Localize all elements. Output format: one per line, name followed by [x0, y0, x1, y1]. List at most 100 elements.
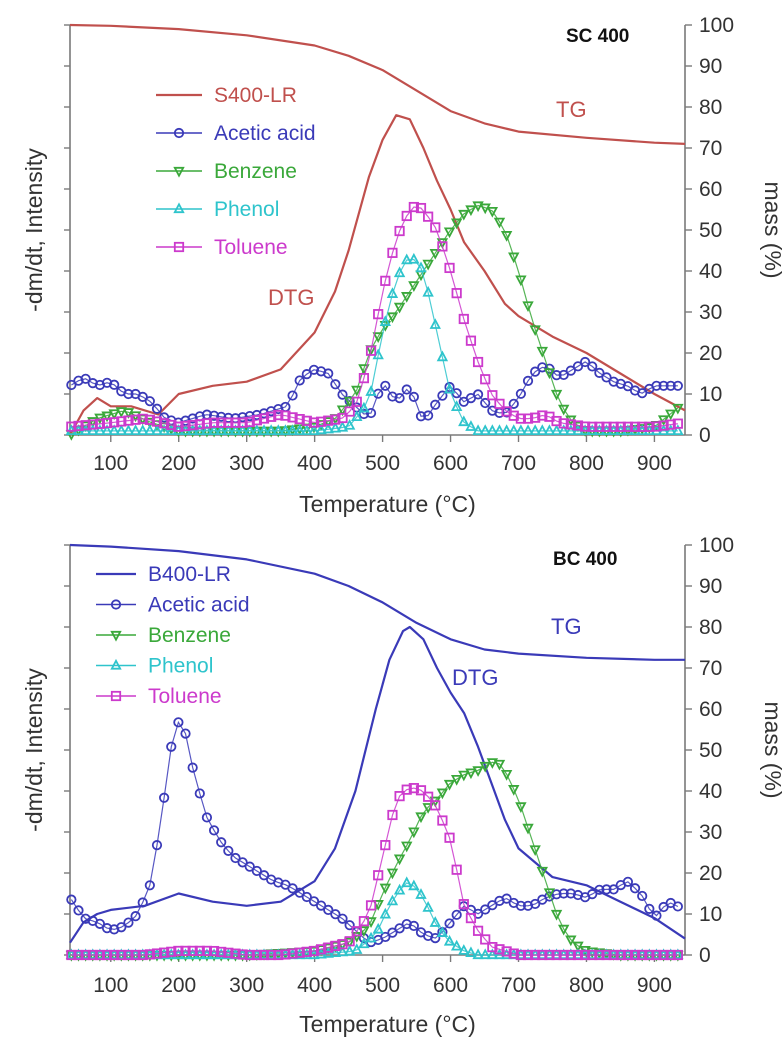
right-tick-label: 90: [699, 55, 722, 78]
point-acetic-acid: [308, 364, 320, 375]
point-acetic-acid: [572, 361, 584, 372]
point-acetic-acid: [159, 792, 170, 803]
point-toluene: [530, 949, 541, 961]
point-acetic-acid: [430, 932, 441, 944]
point-benzene: [558, 924, 570, 936]
point-toluene: [501, 946, 512, 957]
point-phenol: [308, 424, 320, 436]
point-toluene: [472, 356, 484, 368]
point-benzene: [486, 206, 499, 218]
point-toluene: [280, 410, 291, 421]
point-toluene: [380, 840, 391, 851]
point-acetic-acid: [587, 889, 598, 900]
point-acetic-acid: [651, 380, 662, 391]
right-tick-label: 100: [699, 14, 734, 37]
point-acetic-acid: [151, 403, 163, 414]
point-toluene: [80, 420, 91, 431]
point-phenol: [343, 944, 356, 956]
point-acetic-acid: [301, 891, 312, 903]
legend-label: B400-LR: [148, 563, 231, 586]
point-toluene: [144, 949, 155, 960]
point-acetic-acid: [337, 389, 348, 400]
point-phenol: [479, 424, 491, 436]
point-acetic-acid: [330, 909, 341, 920]
point-acetic-acid: [230, 852, 241, 864]
point-benzene: [543, 368, 556, 380]
point-phenol: [108, 424, 120, 436]
point-acetic-acid: [387, 391, 398, 402]
point-acetic-acid: [216, 411, 227, 422]
point-toluene: [237, 417, 248, 428]
right-tick-label: 80: [699, 616, 722, 639]
point-benzene: [472, 201, 484, 213]
point-phenol: [458, 415, 470, 427]
series-line-phenol: [71, 258, 678, 432]
point-acetic-acid: [408, 391, 419, 402]
point-acetic-acid: [387, 927, 398, 938]
point-phenol: [365, 385, 377, 396]
point-phenol: [158, 424, 170, 436]
x-tick-label: 900: [637, 974, 672, 997]
point-phenol: [558, 424, 570, 436]
legend-label: Benzene: [214, 160, 297, 183]
point-toluene: [537, 410, 548, 421]
point-benzene: [522, 301, 534, 313]
point-acetic-acid: [180, 728, 191, 739]
left-axis-title: -dm/dt, Intensity: [21, 148, 47, 312]
plot-area: [65, 23, 686, 441]
series-line-toluene: [71, 206, 678, 428]
point-acetic-acid: [629, 883, 641, 894]
point-benzene: [529, 325, 541, 337]
point-phenol: [301, 424, 313, 436]
point-toluene: [594, 949, 605, 961]
legend-label: S400-LR: [214, 84, 297, 107]
point-toluene: [323, 942, 334, 953]
point-toluene: [273, 949, 284, 961]
point-toluene: [315, 416, 327, 427]
point-toluene: [415, 202, 427, 214]
point-toluene: [137, 413, 148, 424]
point-acetic-acid: [151, 840, 163, 851]
legend-swatch-marker: [110, 690, 122, 702]
point-phenol: [315, 423, 327, 435]
x-tick-label: 500: [365, 974, 400, 997]
right-tick-label: 30: [699, 821, 722, 844]
point-toluene: [109, 417, 120, 428]
point-toluene: [444, 832, 455, 843]
point-phenol: [336, 420, 349, 432]
right-tick-label: 70: [699, 657, 722, 680]
point-acetic-acid: [415, 411, 427, 422]
right-tick-label: 50: [699, 739, 722, 762]
point-toluene: [572, 949, 584, 961]
point-acetic-acid: [530, 898, 541, 910]
point-toluene: [301, 415, 312, 426]
point-phenol: [358, 401, 370, 413]
point-benzene: [408, 281, 420, 292]
point-acetic-acid: [208, 410, 220, 421]
left-axis-title: -dm/dt, Intensity: [21, 668, 47, 832]
x-tick-label: 600: [433, 452, 468, 475]
dtg-annotation: DTG: [452, 665, 498, 690]
point-toluene: [401, 784, 412, 795]
point-toluene: [451, 864, 462, 875]
right-tick-label: 20: [699, 342, 722, 365]
axes: 100 200 300 400 500 600 700 800 900 0 10 20 30 40 50 60…: [64, 534, 734, 997]
point-phenol: [379, 315, 392, 326]
point-toluene: [472, 925, 484, 936]
point-toluene: [194, 945, 205, 957]
point-acetic-acid: [601, 884, 612, 895]
legend-item-s400-lr: S400-LR: [156, 84, 297, 107]
point-acetic-acid: [251, 865, 262, 877]
point-toluene: [287, 412, 298, 423]
point-toluene: [130, 414, 141, 425]
legend-swatch-marker: [173, 127, 185, 139]
point-phenol: [443, 382, 456, 394]
point-phenol: [536, 424, 548, 436]
point-benzene: [450, 775, 463, 786]
point-acetic-acid: [522, 375, 534, 386]
point-benzene: [401, 292, 413, 303]
point-toluene: [266, 949, 277, 961]
legend-swatch-marker: [110, 658, 122, 670]
x-tick-label: 100: [93, 452, 128, 475]
point-acetic-acid: [194, 788, 205, 799]
